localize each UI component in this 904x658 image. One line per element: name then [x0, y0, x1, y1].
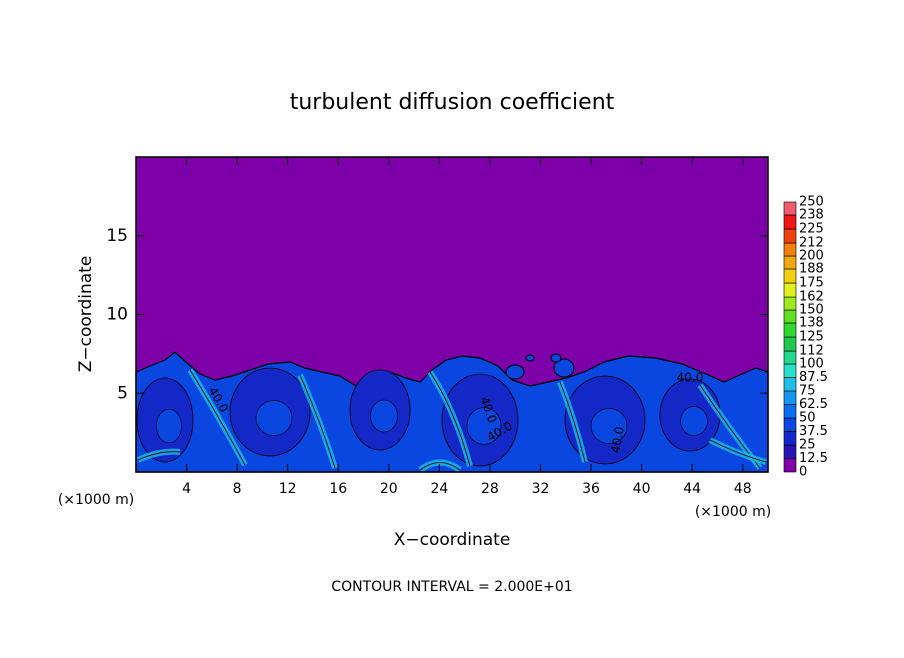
colorbar-label: 225	[799, 222, 824, 237]
colorbar-label: 62.5	[799, 397, 828, 412]
x-tick-label: 12	[279, 481, 297, 497]
eddy-core	[255, 400, 293, 436]
colorbar-segment	[783, 417, 797, 432]
turbulent-patch	[553, 358, 575, 378]
eddy-core	[590, 408, 628, 444]
footer-note: CONTOUR INTERVAL = 2.000E+01	[331, 579, 572, 595]
colorbar-segment	[783, 201, 797, 216]
turbulent-patch	[525, 354, 535, 362]
colorbar-segment	[783, 350, 797, 365]
colorbar-label: 112	[799, 344, 824, 359]
colorbar-segment	[783, 444, 797, 459]
streak-edge	[419, 462, 461, 471]
eddy-core	[370, 399, 398, 433]
colorbar-segment	[783, 336, 797, 352]
colorbar-segment	[783, 242, 797, 257]
contour-label: 40.0	[608, 426, 626, 455]
colorbar-label: 50	[799, 411, 816, 426]
eddy-core	[466, 407, 502, 445]
field: 40.040.0 40.040.040.0	[135, 157, 769, 473]
colorbar-segment	[783, 390, 797, 405]
eddy-core	[680, 406, 708, 436]
x-tick-label: 44	[683, 481, 701, 497]
x-tick-label: 8	[233, 481, 242, 497]
x-tick-label: 28	[481, 481, 499, 497]
x-axis-label: X−coordinate	[394, 530, 511, 550]
turbulent-patch	[505, 364, 525, 380]
colorbar-segment	[783, 404, 797, 419]
colorbar-segment	[783, 255, 797, 270]
y-tick-label: 5	[117, 383, 128, 403]
colorbar-label: 125	[799, 330, 824, 345]
colorbar-label: 212	[799, 236, 824, 251]
colorbar-segment	[783, 309, 797, 324]
x-tick-label: 48	[734, 481, 752, 497]
colorbar: 012.52537.55062.57587.510011212513815016…	[783, 195, 828, 480]
streak-edge	[429, 371, 471, 467]
colorbar-label: 37.5	[799, 424, 828, 439]
colorbar-label: 100	[799, 357, 824, 372]
y-axis-label: Z−coordinate	[76, 256, 96, 373]
streak-edge	[299, 374, 336, 469]
colorbar-label: 0	[799, 465, 807, 480]
streak-edge	[559, 381, 586, 463]
colorbar-segment	[783, 214, 797, 230]
colorbar-label: 25	[799, 438, 816, 453]
colorbar-label: 250	[799, 195, 824, 210]
turbulent-patch	[550, 353, 562, 363]
y-tick-label: 10	[106, 305, 128, 325]
x-tick-label: 36	[582, 481, 600, 497]
colorbar-segment	[783, 363, 797, 378]
x-tick-label: 4	[182, 481, 191, 497]
colorbar-label: 87.5	[799, 370, 828, 385]
x-tick-label: 24	[430, 481, 448, 497]
colorbar-label: 162	[799, 290, 824, 305]
colorbar-label: 75	[799, 384, 816, 399]
contour-label: 40.0	[677, 371, 704, 385]
colorbar-segment	[783, 322, 797, 338]
x-tick-label: 20	[380, 481, 398, 497]
colorbar-label: 238	[799, 207, 824, 222]
x-tick-label: 40	[633, 481, 651, 497]
colorbar-segment	[783, 377, 797, 392]
colorbar-segment	[783, 431, 797, 446]
colorbar-segment	[783, 282, 797, 298]
x-unit: (×1000 m)	[58, 492, 134, 508]
streak-edge	[137, 451, 181, 461]
chart-title: turbulent diffusion coefficient	[290, 90, 615, 115]
colorbar-segment	[783, 296, 797, 311]
eddy-core	[156, 408, 182, 444]
colorbar-label: 188	[799, 261, 824, 276]
x-unit: (×1000 m)	[695, 504, 771, 520]
colorbar-label: 200	[799, 249, 824, 264]
colorbar-segment	[783, 228, 797, 244]
colorbar-label: 150	[799, 303, 824, 318]
streak-edge	[709, 439, 767, 463]
colorbar-label: 12.5	[799, 451, 828, 466]
colorbar-label: 175	[799, 276, 824, 291]
streak-edge	[189, 369, 246, 466]
x-tick-label: 16	[329, 481, 347, 497]
x-tick-label: 32	[532, 481, 550, 497]
y-tick-label: 15	[106, 226, 128, 246]
colorbar-label: 138	[799, 315, 824, 330]
colorbar-segment	[783, 458, 797, 473]
colorbar-segment	[783, 268, 797, 284]
